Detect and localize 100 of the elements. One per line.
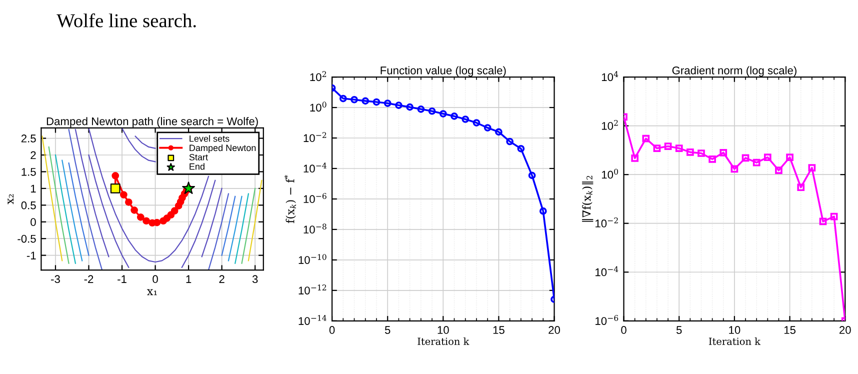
point bbox=[142, 217, 150, 225]
x-tick-label: 10 bbox=[438, 326, 449, 334]
point bbox=[808, 164, 816, 172]
x-tick-label: 15 bbox=[784, 326, 796, 334]
x-axis-title: x₁ bbox=[147, 289, 157, 296]
point bbox=[124, 198, 132, 206]
y-tick-label: 10$^{−8}$ bbox=[304, 224, 326, 234]
y-tick-label: 2.5 bbox=[21, 134, 36, 142]
point bbox=[120, 191, 128, 198]
y-tick-label: 10$^{2}$ bbox=[310, 71, 326, 82]
point bbox=[708, 155, 716, 163]
point bbox=[439, 110, 447, 118]
point bbox=[182, 182, 196, 194]
point bbox=[484, 124, 492, 132]
y-tick-label: 10$^{−2}$ bbox=[596, 217, 618, 228]
y-tick-label: 10$^{−6}$ bbox=[596, 315, 618, 325]
point bbox=[830, 212, 838, 220]
point bbox=[112, 172, 120, 180]
point bbox=[742, 154, 750, 162]
point bbox=[395, 102, 402, 109]
point bbox=[775, 166, 782, 174]
legend-label: Level sets bbox=[190, 135, 230, 142]
chart-title: Gradient norm (log scale) bbox=[672, 66, 796, 77]
x-tick-label: 1 bbox=[186, 275, 192, 283]
y-tick-label: 10$^{−4}$ bbox=[304, 162, 326, 173]
y-axis-title: f(x$_{k}$) − f$^{*}$ bbox=[284, 174, 296, 224]
y-tick-label: 10$^{−2}$ bbox=[304, 132, 326, 142]
chart-title: Damped Newton path (line search = Wolfe) bbox=[46, 117, 258, 128]
point bbox=[698, 150, 705, 157]
x-tick-label: 20 bbox=[840, 326, 851, 334]
point bbox=[417, 105, 425, 113]
legend-label: End bbox=[190, 163, 204, 170]
point bbox=[786, 154, 794, 162]
x-tick-label: 10 bbox=[729, 326, 740, 334]
point bbox=[675, 144, 683, 152]
y-tick-label: 10$^{−14}$ bbox=[298, 315, 326, 325]
x-tick-label: 3 bbox=[252, 275, 258, 284]
y-tick-label: 1.5 bbox=[22, 168, 36, 176]
x-axis-title: Iteration k bbox=[418, 338, 470, 346]
y-axis-title: ‖∇f(x$_{k}$)‖$_{2}$ bbox=[582, 176, 594, 222]
x-tick-label: 0 bbox=[621, 326, 626, 334]
y-tick-label: 0 bbox=[30, 218, 36, 226]
point bbox=[653, 144, 661, 152]
point bbox=[170, 207, 178, 215]
chart-title: Function value (log scale) bbox=[380, 66, 506, 77]
y-tick-label: 10$^{−4}$ bbox=[596, 266, 618, 276]
x-axis-title: Iteration k bbox=[708, 338, 761, 346]
y-tick-label: 0.5 bbox=[21, 201, 36, 210]
point bbox=[752, 158, 760, 166]
point bbox=[350, 96, 358, 104]
y-tick-label: 1 bbox=[30, 184, 36, 192]
text: Wolfe line search. bbox=[56, 13, 196, 28]
y-tick-label: 10$^{0}$ bbox=[602, 168, 618, 179]
x-tick-label: 20 bbox=[548, 326, 560, 334]
point bbox=[797, 184, 805, 192]
point bbox=[495, 128, 502, 136]
point bbox=[517, 144, 525, 152]
point bbox=[730, 165, 738, 173]
y-tick-label: 10$^{−6}$ bbox=[304, 193, 326, 204]
y-tick-label: 2 bbox=[30, 151, 36, 160]
x-tick-label: 2 bbox=[219, 275, 224, 283]
point bbox=[686, 148, 694, 156]
point bbox=[339, 94, 347, 102]
y-tick-label: 10$^{−12}$ bbox=[298, 284, 326, 294]
line-series bbox=[134, 136, 156, 149]
x-tick-label: 5 bbox=[676, 326, 682, 334]
y-tick-label: 10$^{−10}$ bbox=[298, 254, 326, 264]
x-tick-label: 15 bbox=[493, 326, 504, 334]
point bbox=[664, 142, 672, 150]
point bbox=[528, 172, 536, 180]
point bbox=[819, 218, 827, 226]
y-axis-title: x₂ bbox=[8, 194, 14, 204]
legend-label: Start bbox=[189, 154, 208, 160]
y-tick-label: -0.5 bbox=[18, 234, 36, 243]
x-tick-label: -3 bbox=[51, 275, 60, 284]
point bbox=[136, 214, 144, 221]
point bbox=[631, 154, 639, 162]
point bbox=[472, 119, 480, 126]
point bbox=[642, 134, 650, 142]
point bbox=[372, 98, 380, 106]
point bbox=[406, 103, 414, 111]
point bbox=[362, 97, 370, 105]
x-tick-label: 5 bbox=[384, 326, 390, 334]
point bbox=[539, 207, 547, 215]
y-tick-label: 10$^{4}$ bbox=[602, 71, 618, 82]
x-tick-label: -1 bbox=[118, 275, 126, 283]
point bbox=[428, 107, 436, 115]
point bbox=[384, 100, 392, 107]
point bbox=[506, 138, 514, 146]
x-tick-label: -2 bbox=[84, 275, 94, 283]
x-tick-label: 0 bbox=[329, 326, 335, 334]
point bbox=[130, 206, 138, 214]
y-tick-label: 10$^{0}$ bbox=[310, 102, 326, 112]
legend-label: Damped Newton bbox=[190, 144, 256, 153]
point bbox=[450, 112, 458, 120]
point bbox=[720, 149, 728, 156]
y-tick-label: 10$^{2}$ bbox=[602, 120, 618, 130]
point bbox=[764, 154, 772, 162]
y-tick-label: -1 bbox=[26, 252, 36, 260]
line-series bbox=[121, 128, 156, 162]
